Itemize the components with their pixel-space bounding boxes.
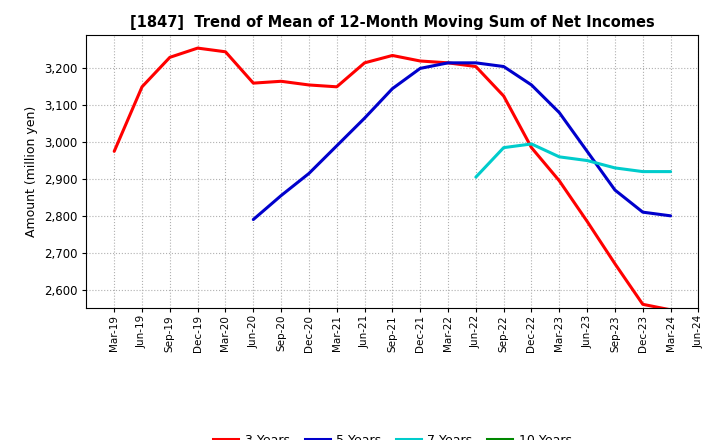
3 Years [110,149,119,154]
3 Years [249,81,258,86]
3 Years [666,307,675,312]
5 Years [416,66,425,71]
5 Years [582,149,591,154]
3 Years [333,84,341,89]
5 Years [472,60,480,66]
3 Years [416,59,425,64]
Line: 5 Years: 5 Years [253,63,670,220]
3 Years [388,53,397,58]
3 Years [221,49,230,55]
3 Years [639,302,647,307]
3 Years [194,45,202,51]
Y-axis label: Amount (million yen): Amount (million yen) [25,106,38,237]
3 Years [360,60,369,66]
3 Years [276,79,285,84]
5 Years [249,217,258,222]
3 Years [138,84,146,89]
5 Years [666,213,675,219]
5 Years [276,193,285,198]
5 Years [639,209,647,215]
5 Years [360,116,369,121]
3 Years [611,261,619,266]
7 Years [582,158,591,163]
7 Years [555,154,564,159]
7 Years [500,145,508,150]
7 Years [472,175,480,180]
7 Years [527,141,536,147]
3 Years [166,55,174,60]
3 Years [527,145,536,150]
5 Years [555,110,564,115]
5 Years [527,82,536,88]
Title: [1847]  Trend of Mean of 12-Month Moving Sum of Net Incomes: [1847] Trend of Mean of 12-Month Moving … [130,15,654,30]
3 Years [472,64,480,69]
7 Years [639,169,647,174]
3 Years [582,219,591,224]
3 Years [444,60,452,66]
5 Years [444,60,452,66]
Line: 3 Years: 3 Years [114,48,670,310]
7 Years [666,169,675,174]
Line: 7 Years: 7 Years [476,144,670,177]
7 Years [611,165,619,171]
3 Years [500,93,508,99]
5 Years [305,171,313,176]
Legend: 3 Years, 5 Years, 7 Years, 10 Years: 3 Years, 5 Years, 7 Years, 10 Years [208,429,577,440]
3 Years [555,178,564,183]
5 Years [500,64,508,69]
5 Years [388,86,397,91]
5 Years [333,143,341,148]
5 Years [611,187,619,193]
3 Years [305,82,313,88]
